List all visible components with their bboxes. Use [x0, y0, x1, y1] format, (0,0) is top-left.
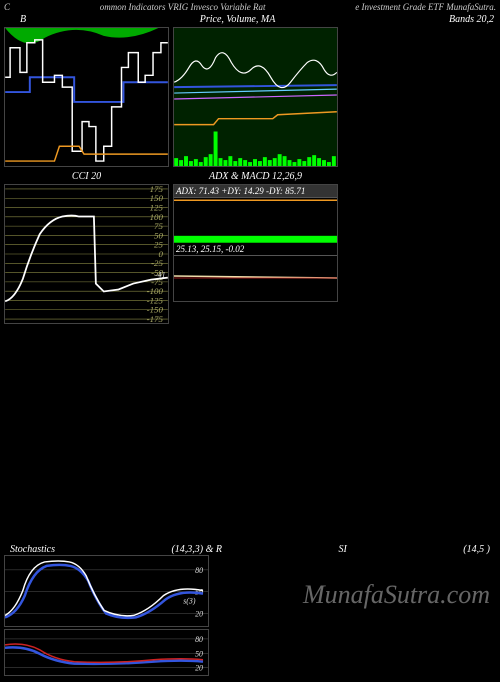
rsi-blue — [5, 647, 203, 663]
stoch-label: Stochastics — [10, 544, 55, 555]
stoch-white — [5, 561, 203, 616]
hdr-mid-left: ommon Indicators VRIG Invesco Variable R… — [100, 2, 266, 12]
price-panel-left — [4, 27, 169, 167]
adx-panel: ADX: 71.43 +DY: 14.29 -DY: 85.71 25.13, … — [173, 184, 338, 302]
volume-bar — [253, 159, 257, 166]
volume-bar — [228, 156, 232, 166]
volume-bar — [174, 158, 178, 166]
adx-header: ADX: 71.43 +DY: 14.29 -DY: 85.71 — [174, 185, 337, 198]
rsi-panel: 80 50 20 — [4, 629, 209, 676]
adx-wrap: ADX & MACD 12,26,9 ADX: 71.43 +DY: 14.29… — [173, 171, 338, 324]
volume-bar — [292, 162, 296, 166]
rsi-grid: 80 50 20 — [5, 635, 208, 673]
cci-wrap: CCI 20 1751501251007550250-25-50-75-100-… — [4, 171, 169, 324]
rsi-params: (14,5 ) — [463, 544, 490, 555]
volume-bar — [307, 157, 311, 166]
magenta-ma — [174, 95, 337, 99]
volume-bar — [297, 159, 301, 166]
right-title: Bands 20,2 — [449, 14, 494, 25]
volume-bar — [189, 161, 193, 166]
cci-tick-label: -175 — [147, 314, 164, 323]
adx-upper-svg — [174, 198, 337, 243]
cci-line — [5, 216, 168, 302]
adx-green-band — [174, 236, 337, 243]
volume-bar — [238, 158, 242, 166]
cci-title: CCI 20 — [4, 171, 169, 182]
b-label: B — [20, 14, 26, 25]
volume-bar — [194, 159, 198, 166]
green-curve — [5, 28, 168, 43]
price-left-svg — [5, 28, 168, 166]
volume-bar — [179, 160, 183, 166]
price-panel-right — [173, 27, 338, 167]
second-row: CCI 20 1751501251007550250-25-50-75-100-… — [0, 167, 500, 328]
hdr-mid-right: e Investment Grade ETF MunafaSutra. — [355, 2, 496, 12]
volume-bar — [199, 162, 203, 166]
stoch-panel: 805020 s(3) — [4, 555, 209, 627]
cci-current: -41 — [155, 271, 166, 280]
cci-grid: 1751501251007550250-25-50-75-100-125-150… — [5, 185, 168, 323]
rsi-tick-label: 80 — [195, 635, 203, 644]
stoch-params: (14,3,3) & R — [171, 544, 222, 555]
volume-bars — [174, 132, 336, 167]
volume-bar — [204, 157, 208, 166]
row2: B Price, Volume, MA Bands 20,2 — [0, 14, 500, 27]
page-header: C ommon Indicators VRIG Invesco Variable… — [0, 0, 500, 14]
volume-bar — [219, 158, 223, 166]
macd-lower-svg — [174, 256, 337, 301]
stoch-svg: 805020 s(3) — [5, 556, 208, 627]
rsi-si: SI — [338, 544, 346, 555]
volume-bar — [278, 154, 282, 166]
center-title: Price, Volume, MA — [200, 14, 276, 25]
blue-ma — [174, 85, 337, 87]
volume-bar — [302, 161, 306, 166]
volume-bar — [288, 160, 292, 166]
adx-title: ADX & MACD 12,26,9 — [173, 171, 338, 182]
white-price — [5, 40, 168, 161]
volume-bar — [273, 158, 277, 166]
rsi-tick-label: 20 — [195, 664, 203, 673]
volume-bar — [268, 160, 272, 166]
volume-bar — [283, 156, 287, 166]
orange-line — [5, 146, 168, 161]
blue-step — [5, 77, 168, 102]
volume-bar — [332, 156, 336, 166]
cyan-ma — [174, 89, 337, 93]
macd-values: 25.13, 25.15, -0.02 — [174, 243, 337, 256]
stoch-tick-label: 80 — [195, 566, 203, 575]
volume-bar — [223, 160, 227, 166]
volume-bar — [258, 161, 262, 166]
stoch-tick-label: 20 — [195, 609, 203, 618]
volume-bar — [317, 158, 321, 166]
cci-panel: 1751501251007550250-25-50-75-100-125-150… — [4, 184, 169, 324]
volume-bar — [263, 157, 267, 166]
volume-bar — [243, 160, 247, 166]
volume-bar — [327, 162, 331, 166]
hdr-c: C — [4, 2, 10, 12]
stoch-slow-label: s(3) — [183, 597, 196, 606]
volume-bar — [214, 132, 218, 167]
rsi-svg: 80 50 20 — [5, 630, 208, 677]
rsi-tick-label: 50 — [195, 650, 203, 659]
volume-bar — [248, 162, 252, 166]
top-grid — [0, 27, 500, 167]
volume-bar — [209, 154, 213, 166]
volume-bar — [322, 160, 326, 166]
volume-bar — [312, 155, 316, 166]
bottom-section: Stochastics (14,3,3) & R SI (14,5 ) 8050… — [0, 544, 500, 680]
price-right-svg — [174, 28, 337, 166]
volume-bar — [233, 161, 237, 166]
stoch-title-row: Stochastics (14,3,3) & R SI (14,5 ) — [4, 544, 496, 555]
volume-bar — [184, 156, 188, 166]
white-price-r — [174, 53, 337, 88]
orange-ma — [174, 112, 337, 125]
cci-svg: 1751501251007550250-25-50-75-100-125-150… — [5, 185, 168, 323]
